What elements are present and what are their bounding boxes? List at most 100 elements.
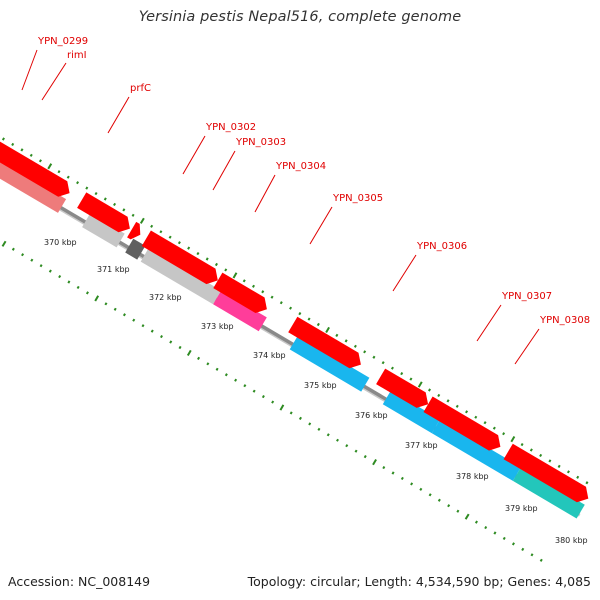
minor-tick [400,372,404,376]
minor-tick [11,142,15,146]
kbp-tick-label: 377 kbp [405,441,438,450]
minor-tick [11,247,15,251]
label-leader-line [392,254,417,292]
minor-tick [446,399,450,403]
minor-tick [29,153,33,157]
cds-arrow [77,192,130,233]
cds-arrow [423,396,501,451]
major-tick [464,513,470,520]
minor-tick [21,253,25,257]
minor-tick [363,350,367,354]
gene-labels: YPN_0299 rimI prfC YPN_0302 YPN_0303 YPN_0304… [37,36,590,326]
gene-block [125,238,146,260]
minor-tick [215,367,219,371]
minor-tick [242,279,246,283]
minor-tick [539,453,543,458]
minor-tick [381,361,385,365]
minor-tick [132,318,136,322]
gene-block [382,390,440,434]
minor-tick [261,395,265,399]
gene-block [82,213,125,248]
minor-tick [428,388,431,392]
minor-tick [279,301,283,305]
minor-tick [410,482,414,486]
major-tick [186,349,192,357]
gene-block [140,247,222,305]
minor-tick [492,426,496,430]
minor-tick [298,311,302,316]
minor-tick [557,464,561,469]
kbp-tick-label: 376 kbp [355,411,388,420]
minor-tick [39,264,43,268]
minor-tick [317,427,321,431]
minor-tick [419,487,423,491]
minor-tick [576,475,580,479]
minor-tick [48,269,52,273]
minor-tick [363,454,367,459]
minor-tick [261,290,265,294]
minor-tick [205,257,209,261]
kbp-tick-label: 375 kbp [304,381,337,390]
major-tick [139,217,145,224]
gene-label: YPN_0302 [205,122,256,133]
minor-tick [113,202,117,207]
minor-tick [224,373,228,377]
minor-tick [178,345,182,350]
minor-tick [20,148,24,152]
kbp-tick-label: 370 kbp [44,238,77,247]
inner-tick-ring [1,240,543,562]
kbp-tick-label: 378 kbp [456,472,489,481]
major-tick [1,240,7,247]
label-leader-line [212,150,236,191]
gene-label: YPN_0305 [332,193,383,204]
major-tick [417,381,423,388]
cds-arrow [503,443,589,503]
minor-tick [353,344,357,348]
minor-tick [30,258,34,262]
minor-tick [85,291,89,295]
label-leader-line [476,304,502,342]
minor-tick [159,230,163,234]
minor-tick [113,307,117,311]
minor-tick [197,356,201,361]
minor-tick [103,197,107,201]
minor-tick [66,175,70,179]
gene-label: prfC [130,83,151,94]
cds-arrow [288,316,361,369]
major-tick [325,326,330,334]
minor-tick [447,504,451,508]
minor-tick [483,421,487,425]
minor-tick [168,235,172,239]
minor-tick [131,213,135,217]
minor-tick [548,459,552,463]
minor-tick [122,208,126,212]
minor-tick [502,432,506,436]
label-leader-lines [21,49,540,365]
major-tick [94,295,100,302]
minor-tick [484,526,488,530]
kbp-tick-label: 372 kbp [149,293,182,302]
minor-tick [437,393,441,398]
minor-tick [298,416,302,421]
minor-tick [316,322,320,327]
minor-tick [502,536,506,541]
minor-tick [270,295,274,299]
label-leader-line [182,135,206,175]
minor-tick [85,186,89,190]
label-leader-line [254,174,276,213]
minor-tick [566,470,570,474]
minor-tick [308,422,312,426]
minor-tick [58,274,62,279]
minor-tick [169,340,173,344]
gene-block [289,335,370,392]
minor-tick [520,443,524,447]
label-leader-line [21,49,38,91]
minor-tick [391,471,395,475]
gene-block [512,467,585,519]
kbp-tick-label: 374 kbp [253,351,286,360]
minor-tick [234,378,238,382]
minor-tick [289,411,293,415]
minor-tick [437,498,441,502]
minor-tick [345,444,349,448]
